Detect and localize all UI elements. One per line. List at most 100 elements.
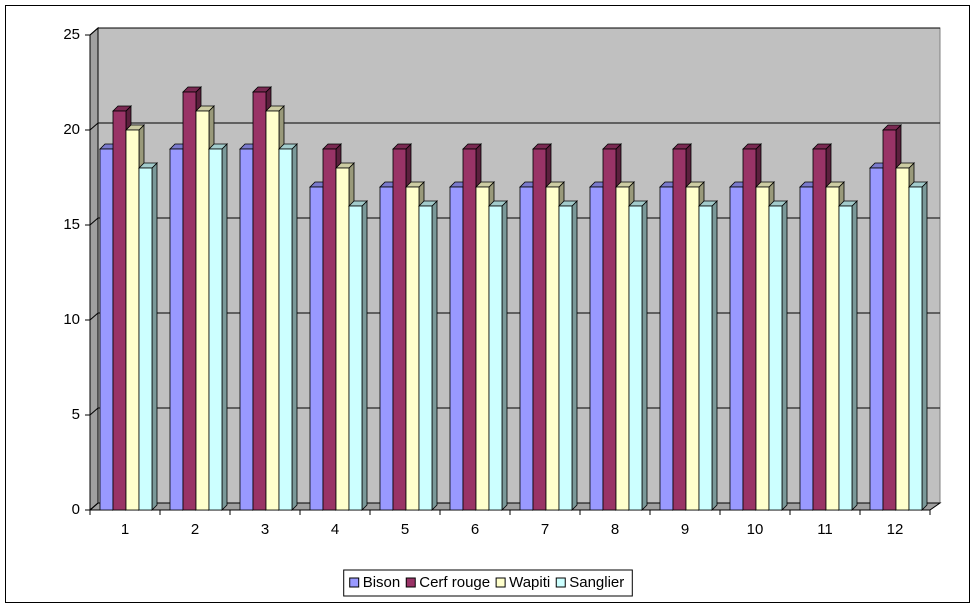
bar	[418, 200, 438, 511]
bar-front	[278, 148, 293, 511]
x-tick-label: 10	[747, 521, 764, 538]
bar	[698, 200, 718, 511]
bar-side	[571, 200, 578, 511]
y-tick-label: 20	[63, 121, 80, 138]
x-tick-label: 9	[681, 521, 689, 538]
grid-line	[89, 312, 940, 321]
bar-front	[768, 205, 783, 511]
legend-label: Cerf rouge	[419, 574, 490, 591]
x-tick-label: 11	[817, 521, 833, 538]
y-tick-label: 10	[63, 311, 80, 328]
bar-front	[239, 148, 254, 511]
y-tick-label: 0	[72, 501, 80, 518]
bar-side	[151, 162, 158, 511]
bar-side	[221, 143, 228, 511]
bar-front	[838, 205, 853, 511]
legend-swatch	[495, 577, 506, 588]
bar-front	[729, 186, 744, 511]
bar-front	[659, 186, 674, 511]
bar-front	[335, 167, 350, 511]
bar-front	[195, 110, 210, 511]
bar	[768, 200, 788, 511]
bar-front	[908, 186, 923, 511]
bar-front	[405, 186, 420, 511]
bar	[278, 143, 298, 511]
bar-front	[869, 167, 884, 511]
bar-front	[462, 148, 477, 511]
bar	[488, 200, 508, 511]
grid-line	[89, 27, 940, 36]
bar-front	[532, 148, 547, 511]
bar-front	[252, 91, 267, 511]
legend-swatch	[555, 577, 566, 588]
bar-front	[685, 186, 700, 511]
grid-line	[89, 502, 940, 511]
legend-label: Wapiti	[509, 574, 550, 591]
x-tick-label: 5	[401, 521, 409, 538]
grid-line	[89, 122, 940, 131]
legend: Bison Cerf rouge Wapiti Sanglier	[343, 569, 633, 597]
bar	[908, 181, 928, 511]
bar-side	[431, 200, 438, 511]
bar-front	[589, 186, 604, 511]
x-tick-label: 4	[331, 521, 339, 538]
bar-front	[615, 186, 630, 511]
bar	[348, 200, 368, 511]
bar-front	[112, 110, 127, 511]
bar-front	[488, 205, 503, 511]
bar-front	[125, 129, 140, 511]
bar	[628, 200, 648, 511]
y-tick-label: 25	[63, 26, 80, 43]
legend-label: Sanglier	[569, 574, 624, 591]
bar-side	[921, 181, 928, 511]
bar-side	[711, 200, 718, 511]
bar-front	[169, 148, 184, 511]
x-tick-label: 2	[191, 521, 199, 538]
legend-label: Bison	[363, 574, 401, 591]
bar-side	[851, 200, 858, 511]
bar-front	[558, 205, 573, 511]
bar-front	[379, 186, 394, 511]
grid-line	[89, 217, 940, 226]
x-tick-label: 3	[261, 521, 269, 538]
bar-front	[628, 205, 643, 511]
bar-front	[812, 148, 827, 511]
bar-front	[475, 186, 490, 511]
grid-line	[89, 407, 940, 416]
bar-front	[392, 148, 407, 511]
legend-swatch	[349, 577, 360, 588]
bar-front	[672, 148, 687, 511]
bar-side	[641, 200, 648, 511]
bar-side	[781, 200, 788, 511]
bar-front	[449, 186, 464, 511]
bar-front	[755, 186, 770, 511]
x-tick-label: 7	[541, 521, 549, 538]
legend-box	[343, 569, 633, 597]
bar-front	[799, 186, 814, 511]
bar-front	[742, 148, 757, 511]
x-tick-label: 8	[611, 521, 619, 538]
y-tick-label: 5	[72, 406, 80, 423]
bar-front	[348, 205, 363, 511]
bar-front	[99, 148, 114, 511]
bar-side	[291, 143, 298, 511]
bar-front	[418, 205, 433, 511]
bar-front	[138, 167, 153, 511]
x-tick-label: 6	[471, 521, 479, 538]
x-tick-label: 1	[121, 521, 129, 538]
bar	[208, 143, 228, 511]
bar-front	[208, 148, 223, 511]
bar-front	[895, 167, 910, 511]
legend-swatch	[405, 577, 416, 588]
bar-front	[309, 186, 324, 511]
bar-side	[361, 200, 368, 511]
side-wall	[89, 26, 99, 512]
bar-front	[698, 205, 713, 511]
bar-front	[545, 186, 560, 511]
bar-side	[501, 200, 508, 511]
bar	[138, 162, 158, 511]
bar	[838, 200, 858, 511]
bar-front	[882, 129, 897, 511]
